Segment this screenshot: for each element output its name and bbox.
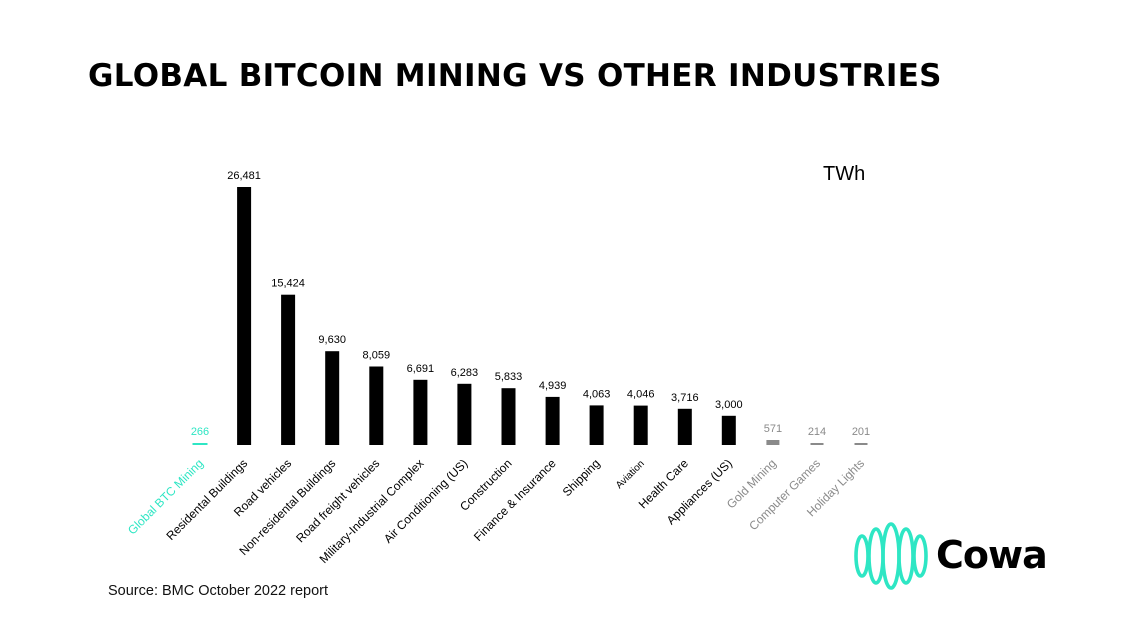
data-label: 26,481 [227,170,261,182]
logo-ring [881,522,901,590]
bar-residental-buildings [237,187,252,445]
category-label: Shipping [560,456,603,499]
data-label: 9,630 [318,334,346,346]
bar-military-industrial-complex [413,379,428,445]
bar-non-residental-buildings [325,351,340,445]
category-label: Residental Buildings [163,456,250,543]
bar-health-care [677,408,692,445]
data-label: 571 [764,423,782,435]
data-label: 15,424 [271,278,305,290]
category-label: Global BTC Mining [125,456,206,537]
data-label: 3,000 [715,399,743,411]
category-label: Aviation [614,458,647,491]
bar-appliances-us [721,415,736,445]
logo-ring [912,534,928,578]
data-label: 201 [852,426,870,438]
logo-ring [897,527,915,585]
category-label: Finance & Insurance [471,456,559,544]
data-label: 4,046 [627,389,655,401]
bar-global-btc-mining [192,443,208,445]
data-label: 3,716 [671,392,699,404]
source-note: Source: BMC October 2022 report [108,583,329,599]
data-label: 6,283 [451,367,479,379]
brand-name: Cowa [936,533,1048,577]
category-label: Air Conditioning (US) [381,456,471,546]
bar-finance-insurance [545,396,560,445]
bar-shipping [589,405,604,445]
bar-road-vehicles [281,294,296,445]
bar-computer-games [810,443,824,445]
unit-label: TWh [823,163,866,185]
bar-aviation [633,405,648,445]
category-label: Road freight vehicles [293,456,382,545]
data-label: 4,939 [539,380,567,392]
data-label: 214 [808,426,826,438]
bar-gold-mining [766,440,780,445]
data-label: 4,063 [583,388,611,400]
cowa-logo-icon [854,522,928,590]
page-title: GLOBAL BITCOIN MINING VS OTHER INDUSTRIE… [88,58,942,94]
bar-holiday-lights [854,443,868,445]
data-label: 5,833 [495,371,523,383]
logo-ring [854,534,870,578]
data-label: 6,691 [407,363,435,375]
bar-construction [501,388,516,445]
data-label: 266 [191,426,209,438]
logo-ring [867,527,885,585]
bar-road-freight-vehicles [369,366,384,445]
data-label: 8,059 [363,350,391,362]
bar-air-conditioning-us [457,383,472,445]
